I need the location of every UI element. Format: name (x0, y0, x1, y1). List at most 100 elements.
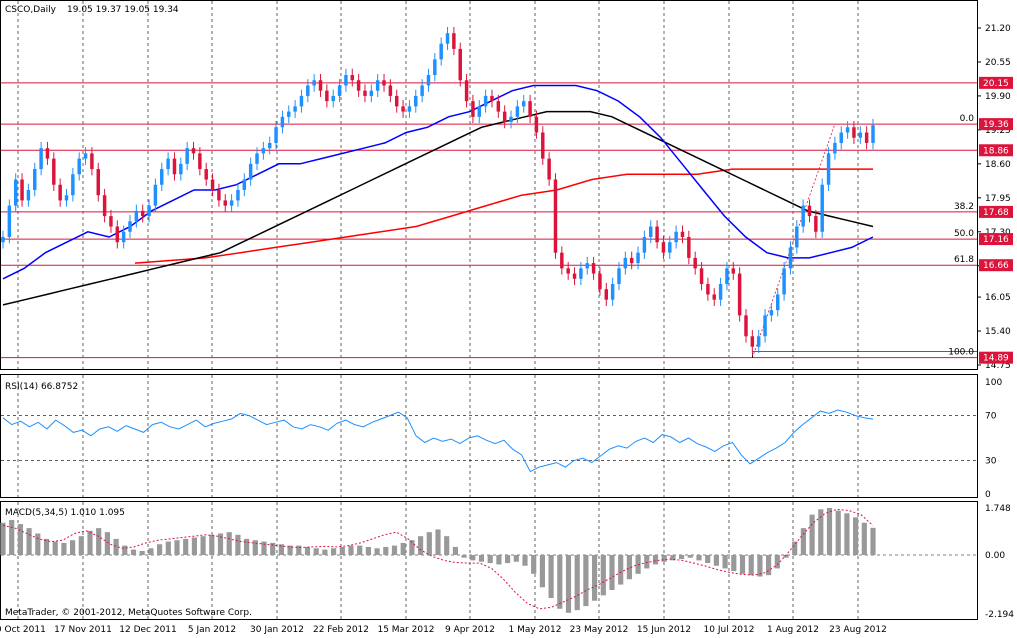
macd-bar (452, 546, 458, 556)
candle-body (591, 263, 596, 274)
candle-body (655, 226, 659, 243)
macd-bar (148, 548, 154, 556)
candle-body (382, 80, 386, 86)
candle-body (725, 268, 729, 285)
candle-body (496, 101, 501, 112)
macd-bar (35, 533, 41, 556)
candle-body (102, 195, 107, 217)
macd-plot (0, 508, 876, 613)
candle-body (553, 179, 558, 253)
level-badge-value: 19.36 (983, 120, 1009, 130)
candle-body (439, 43, 443, 60)
macd-bar (374, 548, 380, 556)
macd-bar (391, 545, 398, 556)
candle-body (572, 273, 577, 279)
macd-bar (78, 536, 84, 556)
macd-bar (592, 555, 598, 601)
macd-bar (757, 555, 763, 577)
macd-bar (61, 542, 67, 556)
candle-body (668, 242, 672, 253)
candle-body (763, 315, 767, 337)
candle-body (388, 85, 393, 96)
time-tick-label: 10 Jul 2012 (704, 625, 755, 635)
macd-bar (409, 540, 415, 556)
candle-body (83, 153, 88, 159)
candle-body (312, 80, 316, 86)
candle-body (477, 106, 482, 117)
macd-bar (17, 524, 23, 556)
fib-level-label: 61.8 (954, 255, 974, 265)
macd-bar (670, 555, 676, 561)
moving-averages (2, 84, 874, 306)
level-badge (979, 205, 1013, 218)
candle-body (134, 210, 139, 222)
time-tick-label: 30 Jan 2012 (250, 625, 304, 635)
level-badge (979, 351, 1013, 364)
macd-bar (696, 555, 702, 561)
macd-bar (26, 528, 32, 556)
level-badge-value: 18.86 (983, 146, 1009, 156)
ohlc-label: 19.05 19.37 19.05 19.34 (67, 5, 179, 15)
candle-body (579, 268, 583, 279)
candle-body (699, 268, 704, 285)
candle-body (744, 315, 748, 337)
candle-body (166, 158, 170, 170)
macd-bar (461, 555, 467, 558)
candle-body (210, 179, 215, 190)
macd-axis: 1.748 0.00 -2.194 (985, 504, 1014, 620)
candle-body (198, 153, 202, 170)
macd-tick-label: 0.00 (985, 551, 1005, 561)
price-tick-label: 16.05 (985, 293, 1011, 303)
macd-bar (853, 517, 859, 556)
time-tick-label: 15 Mar 2012 (377, 625, 434, 635)
candle-body (852, 127, 856, 138)
macd-bar (252, 540, 258, 556)
candle-body (306, 85, 310, 96)
macd-bar (478, 555, 485, 562)
rsi-plot (2, 409, 874, 473)
macd-bar (157, 544, 163, 556)
candle-body (128, 221, 132, 232)
macd-bar (200, 536, 206, 556)
candle-body (172, 158, 177, 175)
candle-body (528, 101, 532, 117)
macd-bar (826, 508, 833, 556)
candle-body (369, 90, 374, 96)
candle-body (236, 189, 240, 201)
candle-body (115, 226, 120, 243)
candle-body (337, 85, 342, 96)
level-badge-value: 17.16 (983, 235, 1009, 245)
macd-bar (244, 538, 250, 556)
candle-body (864, 132, 869, 143)
level-badge-value: 16.66 (983, 261, 1009, 271)
macd-bar (661, 555, 667, 562)
macd-bar (609, 555, 615, 590)
candle-body (394, 95, 399, 107)
candle-body (661, 242, 666, 253)
level-badge (979, 144, 1013, 157)
time-tick-label: 23 Aug 2012 (829, 625, 887, 635)
macd-bar (365, 546, 371, 556)
candle-body (636, 252, 640, 264)
candle-body (585, 263, 589, 269)
candle-body (299, 95, 304, 107)
time-tick-label: 20 Oct 2011 (0, 625, 46, 635)
candle-body (7, 205, 12, 237)
candle-body (737, 273, 742, 316)
macd-bar (296, 545, 302, 556)
macd-bar (217, 533, 224, 556)
macd-bar (679, 555, 685, 560)
candle-body (452, 33, 456, 49)
macd-bar (557, 555, 563, 609)
macd-bar (513, 555, 519, 562)
macd-bar (783, 555, 789, 558)
fib-level-label: 38.2 (954, 202, 974, 212)
candle-body (401, 106, 405, 112)
candle-body (541, 132, 545, 159)
macd-bar (278, 544, 284, 556)
level-badge-value: 17.68 (983, 208, 1009, 218)
candle-body (858, 132, 863, 138)
macd-tick-label: -2.194 (985, 610, 1014, 620)
candle-body (706, 284, 710, 295)
macd-bar (487, 555, 493, 564)
